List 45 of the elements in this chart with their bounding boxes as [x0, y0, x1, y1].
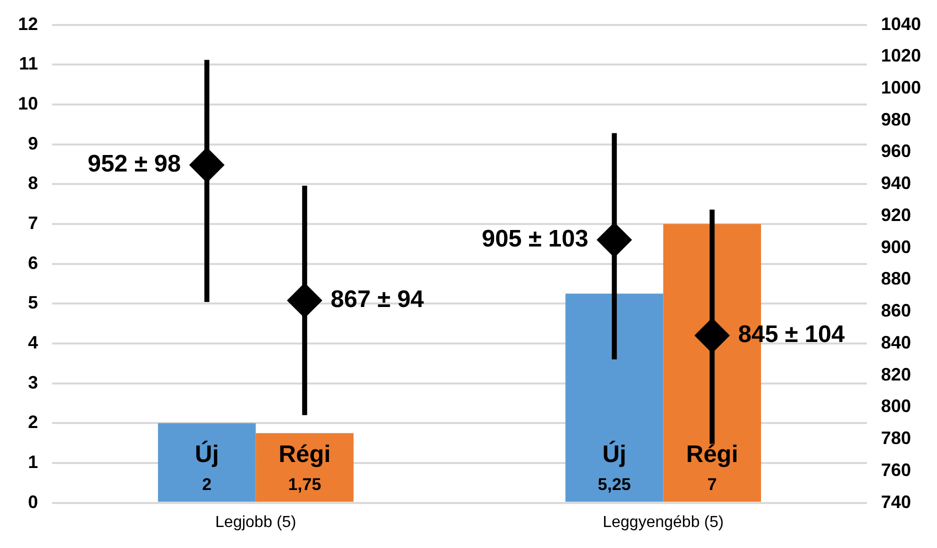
y-tick-label: 2	[28, 412, 38, 432]
y-tick-label: 3	[28, 372, 38, 392]
y2-tick-label: 880	[880, 268, 912, 289]
bar	[565, 294, 664, 502]
data-label: 2	[202, 474, 212, 494]
series-label: Régi	[278, 440, 331, 468]
y-tick-label: 11	[18, 54, 38, 74]
y-tick-label: 1	[28, 452, 38, 472]
data-label: 952 ± 98	[88, 150, 181, 178]
y2-tick-label: 840	[880, 332, 912, 352]
data-label: 905 ± 103	[482, 226, 588, 253]
y-tick-label: 7	[28, 212, 38, 233]
bar	[158, 423, 256, 502]
y2-tick-label: 960	[880, 141, 912, 162]
y2-tick-label: 800	[880, 396, 912, 416]
y-tick-label: 10	[18, 93, 38, 114]
y2-tick-label: 820	[880, 364, 912, 384]
y2-tick-label: 780	[880, 428, 912, 448]
data-label: 867 ± 94	[330, 286, 425, 314]
data-label: 1,75	[288, 474, 322, 494]
data-label: 5,25	[598, 474, 631, 494]
y2-tick-label: 940	[880, 173, 912, 194]
y-tick-label: 0	[28, 492, 38, 512]
y2-tick-label: 860	[880, 300, 912, 321]
y2-tick-label: 1040	[880, 14, 922, 34]
x-tick-label: Legjobb (5)	[215, 514, 296, 531]
y2-tick-label: 1020	[880, 46, 922, 66]
text: Új	[602, 440, 626, 468]
y2-tick-label: 980	[880, 109, 912, 130]
y2-tick-label: 740	[880, 492, 912, 512]
series-label: Új	[194, 440, 219, 468]
y-tick-label: 5	[28, 292, 38, 313]
y2-tick-label: 900	[880, 236, 912, 257]
y-tick-label: 12	[18, 14, 38, 34]
y-tick-label: 4	[28, 332, 38, 352]
data-label: 7	[707, 474, 717, 494]
y-tick-label: 9	[28, 133, 38, 154]
y-tick-label: 6	[28, 252, 38, 273]
bar	[256, 433, 354, 502]
x-tick-label: Leggyengébb (5)	[602, 514, 724, 531]
y2-tick-label: 920	[880, 204, 912, 225]
y2-tick-label: 760	[880, 460, 912, 480]
y2-tick-label: 1000	[880, 78, 922, 98]
y-tick-label: 8	[28, 173, 38, 194]
text: Régi	[686, 440, 738, 468]
